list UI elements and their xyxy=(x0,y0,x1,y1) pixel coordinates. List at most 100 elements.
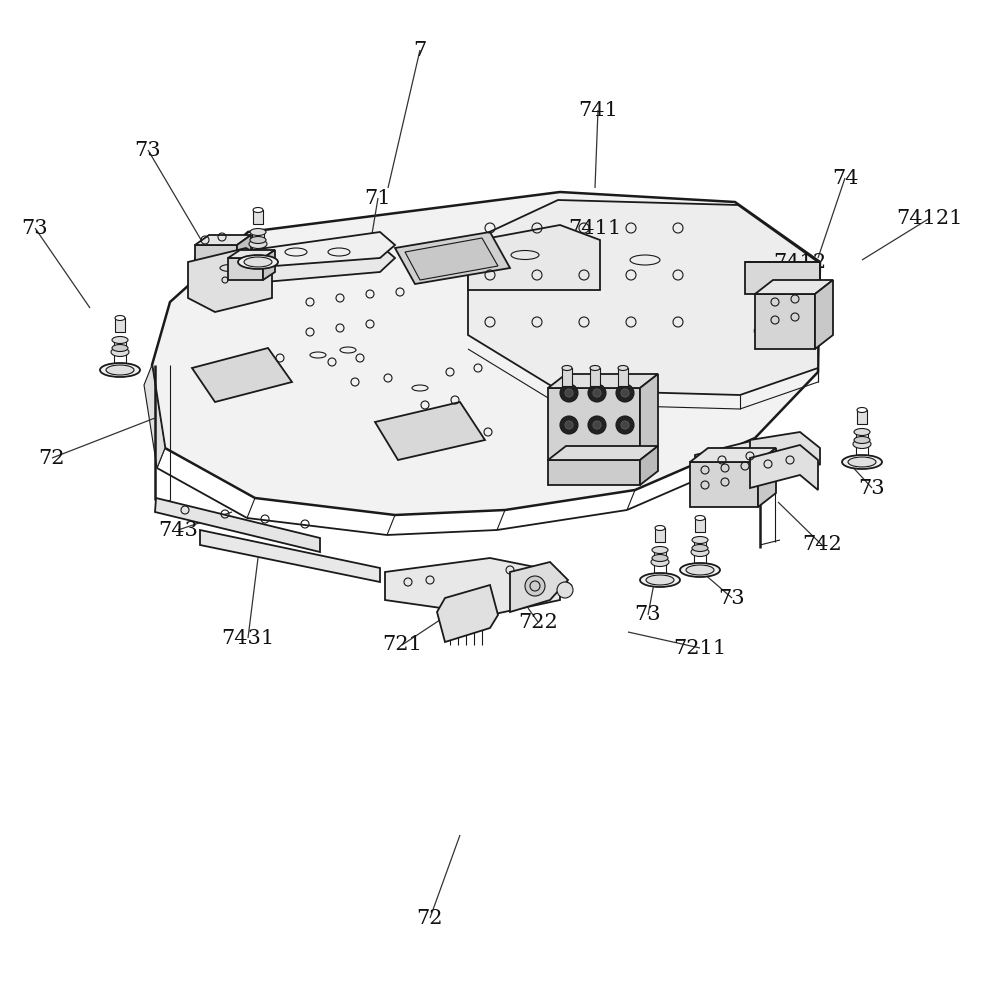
Polygon shape xyxy=(263,250,275,280)
Ellipse shape xyxy=(618,365,628,370)
Polygon shape xyxy=(188,248,272,312)
Polygon shape xyxy=(510,562,568,612)
Ellipse shape xyxy=(115,315,125,320)
Ellipse shape xyxy=(857,408,867,412)
Ellipse shape xyxy=(695,516,705,520)
Text: 741: 741 xyxy=(578,100,618,120)
Text: 74: 74 xyxy=(832,169,858,188)
Circle shape xyxy=(588,416,606,434)
Ellipse shape xyxy=(646,575,674,585)
Polygon shape xyxy=(200,530,380,582)
Polygon shape xyxy=(437,585,498,642)
Circle shape xyxy=(560,384,578,402)
Polygon shape xyxy=(195,232,395,272)
Ellipse shape xyxy=(640,573,680,587)
Ellipse shape xyxy=(238,255,278,269)
Text: 7431: 7431 xyxy=(221,628,275,647)
Ellipse shape xyxy=(652,547,668,554)
Ellipse shape xyxy=(652,555,668,562)
Text: 73: 73 xyxy=(22,219,48,238)
Text: 7411: 7411 xyxy=(568,219,622,238)
Polygon shape xyxy=(152,192,820,515)
Polygon shape xyxy=(655,528,665,542)
Ellipse shape xyxy=(590,365,600,370)
Ellipse shape xyxy=(100,363,140,377)
Ellipse shape xyxy=(250,229,266,236)
Circle shape xyxy=(557,582,573,598)
Polygon shape xyxy=(750,432,820,465)
Ellipse shape xyxy=(244,257,272,267)
Ellipse shape xyxy=(250,237,266,244)
Circle shape xyxy=(616,384,634,402)
Ellipse shape xyxy=(692,536,708,543)
Ellipse shape xyxy=(562,365,572,370)
Ellipse shape xyxy=(112,337,128,344)
Ellipse shape xyxy=(111,348,129,356)
Polygon shape xyxy=(405,238,498,280)
Polygon shape xyxy=(815,280,833,349)
Polygon shape xyxy=(745,262,820,294)
Ellipse shape xyxy=(253,207,263,212)
Ellipse shape xyxy=(106,365,134,375)
Text: 742: 742 xyxy=(802,535,842,555)
Polygon shape xyxy=(755,280,833,294)
Circle shape xyxy=(525,576,545,596)
Text: 74121: 74121 xyxy=(897,208,963,228)
Polygon shape xyxy=(690,462,758,507)
Polygon shape xyxy=(228,258,263,280)
Ellipse shape xyxy=(680,563,720,577)
Text: 722: 722 xyxy=(518,613,558,631)
Ellipse shape xyxy=(112,345,128,352)
Ellipse shape xyxy=(848,457,876,467)
Polygon shape xyxy=(640,446,658,485)
Text: 743: 743 xyxy=(158,520,198,539)
Polygon shape xyxy=(755,294,815,349)
Polygon shape xyxy=(548,388,640,460)
Polygon shape xyxy=(590,368,600,386)
Text: 72: 72 xyxy=(39,449,65,467)
Ellipse shape xyxy=(853,440,871,449)
Polygon shape xyxy=(640,374,658,460)
Polygon shape xyxy=(237,235,251,273)
Circle shape xyxy=(565,421,573,429)
Polygon shape xyxy=(195,245,237,273)
Polygon shape xyxy=(115,318,125,332)
Polygon shape xyxy=(155,498,320,552)
Polygon shape xyxy=(144,365,165,468)
Polygon shape xyxy=(395,232,510,284)
Polygon shape xyxy=(695,440,775,488)
Circle shape xyxy=(593,389,601,397)
Ellipse shape xyxy=(854,437,870,444)
Polygon shape xyxy=(618,368,628,386)
Polygon shape xyxy=(548,446,658,460)
Polygon shape xyxy=(195,235,251,245)
Ellipse shape xyxy=(686,565,714,575)
Circle shape xyxy=(593,421,601,429)
Polygon shape xyxy=(857,410,867,424)
Text: 73: 73 xyxy=(719,588,745,608)
Polygon shape xyxy=(253,210,263,224)
Polygon shape xyxy=(562,368,572,386)
Text: 721: 721 xyxy=(382,635,422,654)
Ellipse shape xyxy=(655,525,665,530)
Polygon shape xyxy=(192,348,292,402)
Ellipse shape xyxy=(692,544,708,552)
Circle shape xyxy=(616,416,634,434)
Circle shape xyxy=(565,389,573,397)
Circle shape xyxy=(588,384,606,402)
Polygon shape xyxy=(548,374,658,388)
Text: 7211: 7211 xyxy=(673,638,727,658)
Polygon shape xyxy=(750,445,818,490)
Polygon shape xyxy=(690,448,776,462)
Polygon shape xyxy=(385,558,560,615)
Polygon shape xyxy=(195,245,395,288)
Text: 7412: 7412 xyxy=(751,329,805,348)
Text: 7412: 7412 xyxy=(773,252,827,271)
Text: 73: 73 xyxy=(135,140,161,159)
Polygon shape xyxy=(468,200,818,395)
Ellipse shape xyxy=(854,428,870,435)
Ellipse shape xyxy=(249,240,267,248)
Text: 72: 72 xyxy=(417,908,443,928)
Polygon shape xyxy=(758,448,776,507)
Text: 73: 73 xyxy=(635,606,661,625)
